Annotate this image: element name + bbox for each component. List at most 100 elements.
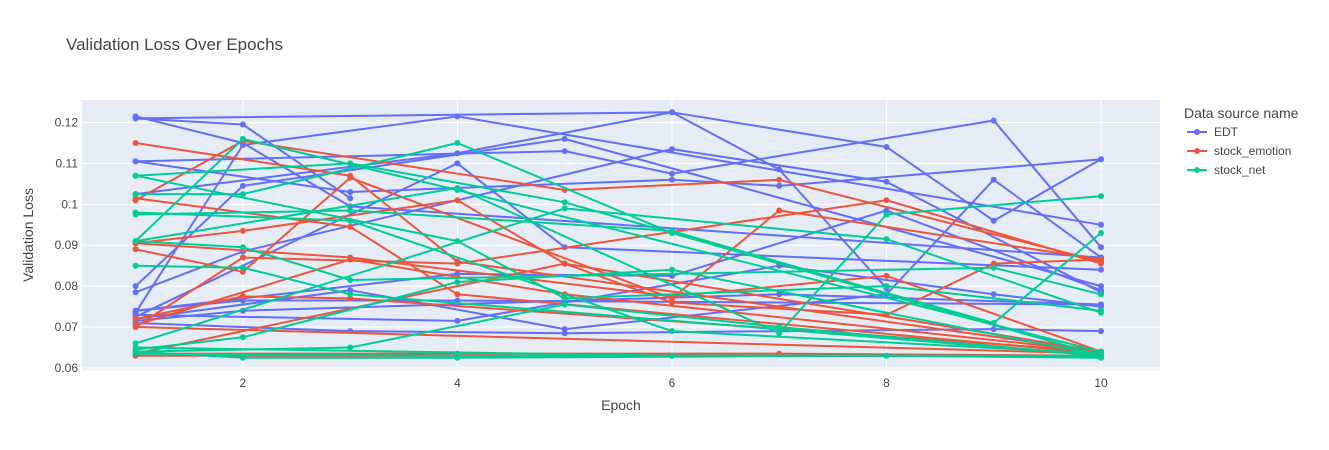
legend-label: stock_emotion xyxy=(1214,144,1291,158)
data-point xyxy=(669,328,675,335)
legend-marker xyxy=(1194,148,1200,154)
data-point xyxy=(347,277,354,283)
data-point xyxy=(347,344,354,351)
data-point xyxy=(239,293,246,300)
data-point xyxy=(990,326,997,333)
series-line xyxy=(135,162,1102,318)
data-point xyxy=(990,264,997,271)
data-point xyxy=(776,291,783,298)
y-axis-ticks: 0.06 0.07 0.08 0.09 0.1 0.11 0.12 xyxy=(55,116,79,375)
series-line xyxy=(135,209,1102,357)
y-tick-label: 0.06 xyxy=(55,361,79,375)
data-point xyxy=(132,315,139,322)
data-point xyxy=(239,244,246,251)
data-point xyxy=(776,176,783,183)
data-point xyxy=(454,160,461,167)
data-point xyxy=(561,301,568,308)
data-point xyxy=(132,311,139,318)
series-line xyxy=(134,115,1102,314)
data-point xyxy=(239,182,246,189)
data-point xyxy=(1098,354,1104,361)
data-point xyxy=(883,236,890,243)
legend-label: EDT xyxy=(1214,125,1239,139)
legend-title: Data source name xyxy=(1184,105,1299,121)
data-point xyxy=(132,246,139,253)
legend-item-EDT[interactable]: EDT xyxy=(1187,125,1239,139)
data-point xyxy=(1098,221,1104,228)
legend-item-stock_emotion[interactable]: stock_emotion xyxy=(1187,144,1291,158)
data-point xyxy=(454,113,461,120)
data-point xyxy=(132,283,139,290)
data-point xyxy=(239,264,246,271)
data-point xyxy=(776,330,783,337)
plot-area xyxy=(82,100,1160,370)
series-line xyxy=(135,111,1102,222)
data-point xyxy=(239,121,246,128)
data-point xyxy=(347,254,354,261)
data-point xyxy=(883,178,890,185)
data-point xyxy=(1098,307,1104,314)
x-tick-label: 4 xyxy=(454,376,461,390)
x-tick-label: 8 xyxy=(883,376,890,390)
series-line xyxy=(135,326,1102,355)
data-point xyxy=(669,352,675,359)
legend-label: stock_net xyxy=(1214,163,1266,177)
data-point xyxy=(132,289,139,296)
data-point xyxy=(883,283,890,290)
data-point xyxy=(347,174,354,181)
data-point xyxy=(1098,291,1104,298)
data-point xyxy=(561,330,568,337)
data-point xyxy=(1098,193,1104,200)
x-axis-title: Epoch xyxy=(601,397,641,413)
data-point xyxy=(132,307,139,314)
chart-title: Validation Loss Over Epochs xyxy=(66,35,283,54)
data-point xyxy=(1098,350,1104,357)
data-point xyxy=(669,146,675,153)
series-line xyxy=(135,211,1102,355)
data-point xyxy=(454,317,461,324)
x-tick-label: 10 xyxy=(1094,376,1108,390)
data-point xyxy=(1098,256,1104,263)
x-tick-label: 2 xyxy=(240,376,247,390)
data-point xyxy=(669,176,675,183)
series-stock_net xyxy=(132,135,1104,361)
y-tick-label: 0.12 xyxy=(55,116,79,130)
series-line xyxy=(135,346,1102,359)
data-point xyxy=(132,113,139,120)
data-point xyxy=(1098,303,1104,310)
legend-item-stock_net[interactable]: stock_net xyxy=(1187,163,1266,177)
data-point xyxy=(132,209,139,216)
series-line xyxy=(135,258,1102,353)
data-point xyxy=(561,295,568,302)
data-point xyxy=(132,195,139,202)
data-point xyxy=(454,270,461,277)
data-point xyxy=(347,207,354,214)
data-point xyxy=(454,150,461,157)
data-point xyxy=(883,211,890,218)
data-point xyxy=(239,334,246,341)
legend-marker xyxy=(1194,129,1200,135)
data-point xyxy=(132,238,139,245)
data-point xyxy=(669,109,675,116)
legend[interactable]: Data source name EDT stock_emotion stock_n… xyxy=(1184,105,1299,177)
data-point xyxy=(347,223,354,230)
y-tick-label: 0.11 xyxy=(56,156,79,170)
data-point xyxy=(669,227,675,234)
data-point xyxy=(454,352,461,359)
data-point xyxy=(347,195,354,202)
data-point xyxy=(990,117,997,124)
data-point xyxy=(990,217,997,224)
data-point xyxy=(132,140,139,146)
series-line xyxy=(134,137,1102,288)
data-point xyxy=(347,189,354,195)
data-point xyxy=(347,287,354,294)
data-point xyxy=(561,148,568,155)
y-axis-title: Validation Loss xyxy=(20,188,36,282)
data-point xyxy=(454,279,461,285)
data-point xyxy=(561,205,568,212)
data-point xyxy=(990,291,997,298)
legend-marker xyxy=(1194,167,1200,173)
data-point xyxy=(669,266,675,273)
data-point xyxy=(239,227,246,234)
data-point xyxy=(132,191,139,198)
